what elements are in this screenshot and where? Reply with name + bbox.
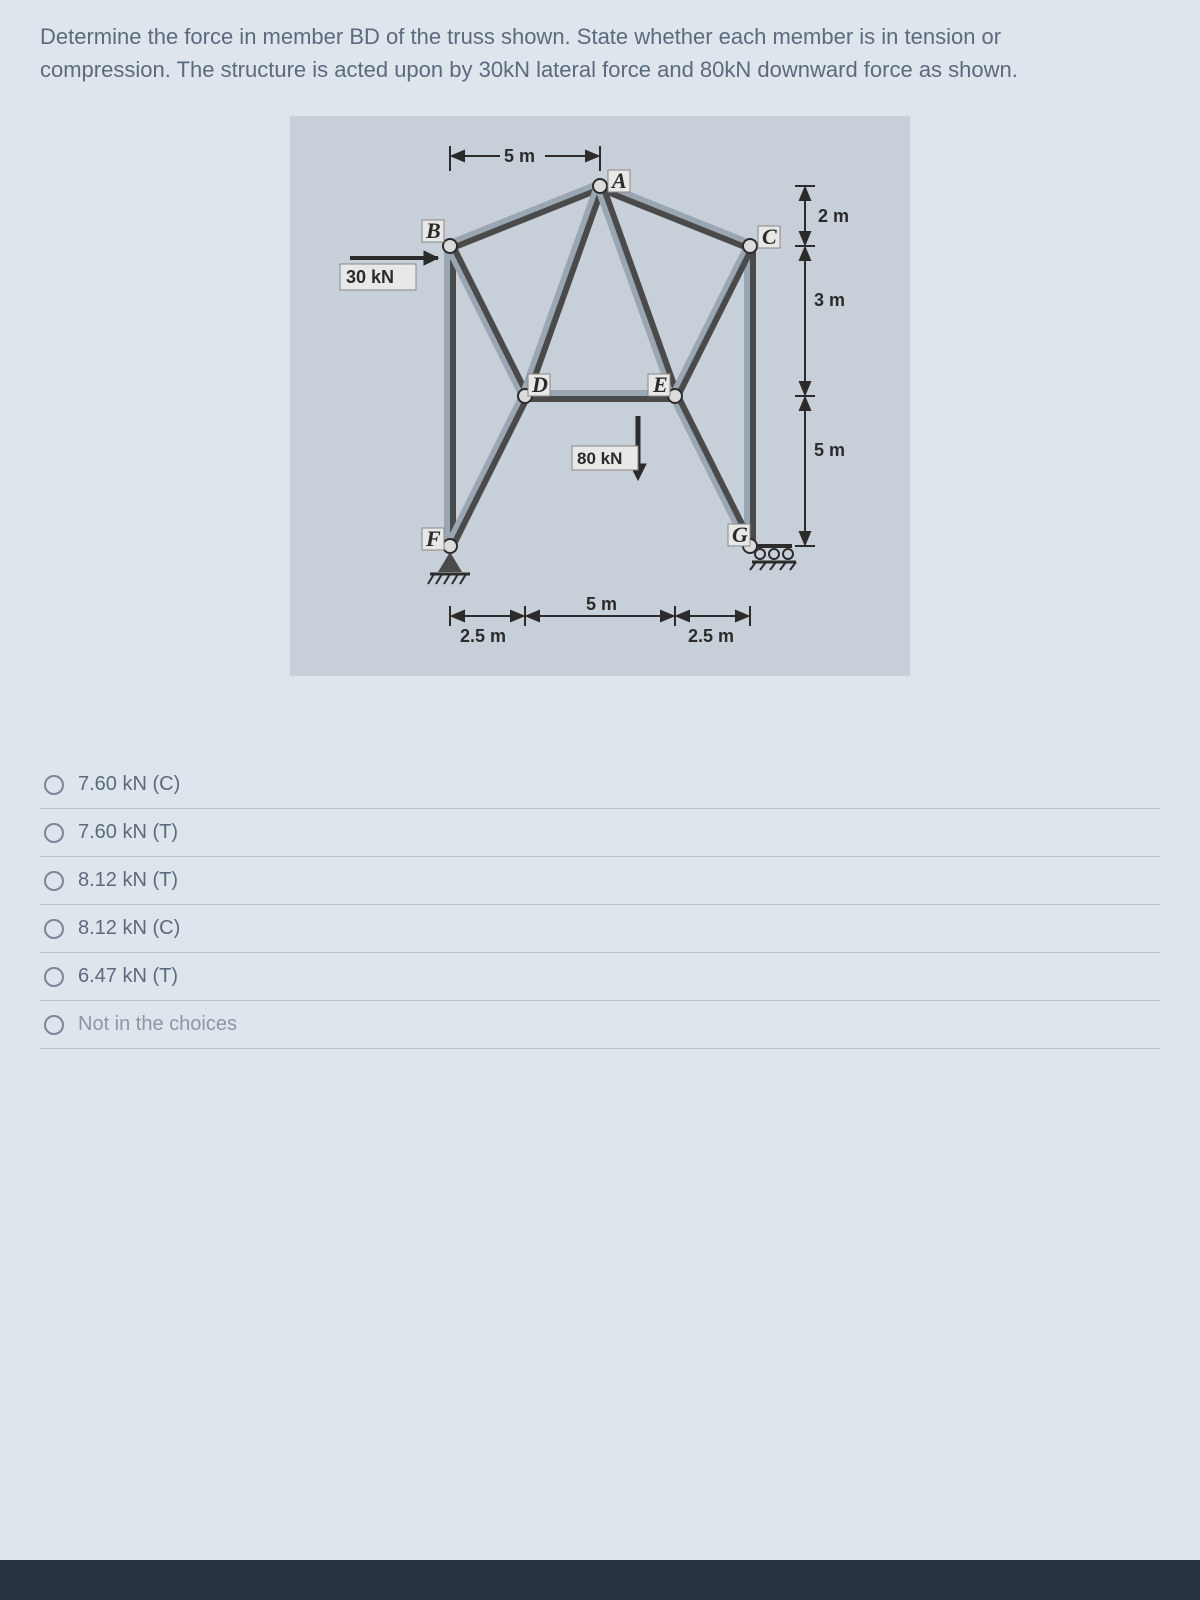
truss-svg: A B C D E [290, 116, 910, 676]
radio-icon [44, 967, 64, 987]
quiz-page: Determine the force in member BD of the … [0, 0, 1200, 1560]
label-D: D [528, 372, 550, 397]
svg-text:2.5 m: 2.5 m [688, 626, 734, 646]
option-label: 7.60 kN (T) [78, 821, 178, 844]
svg-text:B: B [425, 218, 441, 243]
svg-text:F: F [425, 526, 441, 551]
svg-text:A: A [610, 168, 627, 193]
question-text: Determine the force in member BD of the … [40, 20, 1160, 86]
radio-icon [44, 775, 64, 795]
question-line1: Determine the force in member BD of the … [40, 24, 1001, 49]
answer-options: 7.60 kN (C) 7.60 kN (T) 8.12 kN (T) 8.12… [40, 761, 1160, 1049]
label-F: F [422, 526, 444, 551]
option-label: 7.60 kN (C) [78, 773, 180, 796]
label-G: G [728, 522, 750, 547]
svg-text:3 m: 3 m [814, 290, 845, 310]
label-B: B [422, 218, 444, 243]
option-5[interactable]: Not in the choices [40, 1001, 1160, 1049]
question-line2: compression. The structure is acted upon… [40, 57, 1018, 82]
option-label: 8.12 kN (T) [78, 869, 178, 892]
label-C: C [758, 224, 780, 249]
option-1[interactable]: 7.60 kN (T) [40, 809, 1160, 857]
option-3[interactable]: 8.12 kN (C) [40, 905, 1160, 953]
radio-icon [44, 919, 64, 939]
svg-text:80 kN: 80 kN [577, 449, 622, 468]
radio-icon [44, 823, 64, 843]
svg-text:D: D [531, 372, 548, 397]
svg-text:5 m: 5 m [586, 594, 617, 614]
option-4[interactable]: 6.47 kN (T) [40, 953, 1160, 1001]
svg-text:C: C [762, 224, 777, 249]
truss-figure: A B C D E [40, 116, 1160, 681]
label-E: E [648, 372, 670, 397]
svg-text:G: G [732, 522, 748, 547]
radio-icon [44, 871, 64, 891]
svg-text:5 m: 5 m [504, 146, 535, 166]
svg-text:30 kN: 30 kN [346, 267, 394, 287]
svg-text:E: E [652, 372, 668, 397]
radio-icon [44, 1015, 64, 1035]
label-A: A [608, 168, 630, 193]
option-label: Not in the choices [78, 1013, 237, 1036]
svg-text:2.5 m: 2.5 m [460, 626, 506, 646]
option-label: 6.47 kN (T) [78, 965, 178, 988]
option-label: 8.12 kN (C) [78, 917, 180, 940]
svg-text:5 m: 5 m [814, 440, 845, 460]
option-2[interactable]: 8.12 kN (T) [40, 857, 1160, 905]
option-0[interactable]: 7.60 kN (C) [40, 761, 1160, 809]
svg-text:2 m: 2 m [818, 206, 849, 226]
